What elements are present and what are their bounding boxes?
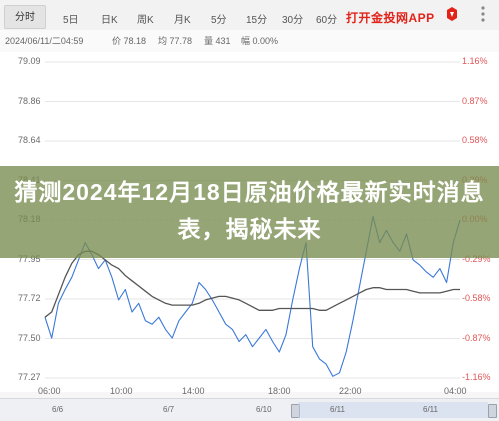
tab-30-min[interactable]: 30分 [282, 15, 304, 26]
y-tick-label-percent: 0.58% [462, 135, 488, 145]
average-series-line [44, 250, 460, 318]
x-tick-label: 14:00 [182, 386, 205, 396]
open-app-link[interactable]: 打开金投网APP [346, 11, 435, 25]
x-tick-label: 04:00 [444, 386, 467, 396]
y-tick-label-price: 78.64 [18, 135, 41, 145]
navigator-label: 6/6 [52, 405, 64, 414]
quote-change: 幅 0.00% [241, 36, 279, 46]
y-tick-label-percent: -0.87% [462, 332, 491, 343]
quote-volume: 量 431 [204, 36, 231, 46]
quote-average: 均 77.78 [158, 36, 193, 46]
y-tick-label-price: 77.95 [18, 253, 41, 264]
y-tick-label-percent: -0.29% [462, 253, 491, 264]
y-tick-label-percent: 0.87% [462, 95, 488, 106]
y-tick-label-price: 77.50 [18, 332, 41, 343]
y-tick-label-price: 77.27 [18, 372, 41, 382]
tab-5-day[interactable]: 5日 [63, 15, 79, 26]
quote-price: 价 78.18 [112, 36, 147, 46]
navigator-label: 6/10 [256, 405, 272, 414]
tab-60-min[interactable]: 60分 [316, 15, 338, 26]
navigator-label: 6/11 [423, 405, 438, 414]
more-menu-icon[interactable] [480, 5, 486, 23]
y-tick-label-percent: -0.58% [462, 293, 491, 303]
article-title-banner: 猜测2024年12月18日原油价格最新实时消息表，揭秘未来 [0, 166, 499, 258]
time-range-navigator[interactable]: 6/6 6/7 6/10 6/11 6/11 [0, 398, 499, 421]
navigator-label: 6/11 [330, 405, 345, 414]
navigator-label: 6/7 [163, 405, 175, 414]
tab-monthly-k[interactable]: 月K [174, 15, 191, 26]
y-tick-label-price: 78.86 [18, 95, 41, 106]
quote-info-bar: 2024/06/11/二04:59 价 78.18 均 77.78 量 431 … [0, 30, 499, 52]
y-tick-label-percent: -1.16% [462, 372, 491, 382]
x-tick-label: 18:00 [268, 386, 291, 396]
quote-datetime: 2024/06/11/二04:59 [5, 36, 84, 46]
x-tick-label: 22:00 [339, 386, 362, 396]
article-title: 猜测2024年12月18日原油价格最新实时消息表，揭秘未来 [14, 179, 485, 242]
navigator-right-handle[interactable] [488, 404, 497, 418]
period-toolbar: 分时 5日 日K 周K 月K 5分 15分 30分 60分 打开金投网APP [0, 0, 499, 31]
x-tick-label: 10:00 [110, 386, 133, 396]
x-tick-label: 06:00 [38, 386, 61, 396]
tab-weekly-k[interactable]: 周K [137, 15, 154, 26]
y-tick-label-price: 77.72 [18, 293, 41, 303]
y-tick-label-percent: 1.16% [462, 56, 488, 66]
y-tick-label-price: 79.09 [18, 56, 41, 66]
tab-intraday[interactable]: 分时 [4, 5, 46, 29]
app-logo-icon[interactable] [445, 6, 459, 22]
tab-daily-k[interactable]: 日K [101, 15, 118, 26]
tab-5-min[interactable]: 5分 [211, 15, 227, 26]
intraday-price-chart[interactable] [0, 52, 499, 392]
tab-15-min[interactable]: 15分 [246, 15, 268, 26]
navigator-window[interactable] [298, 402, 488, 418]
